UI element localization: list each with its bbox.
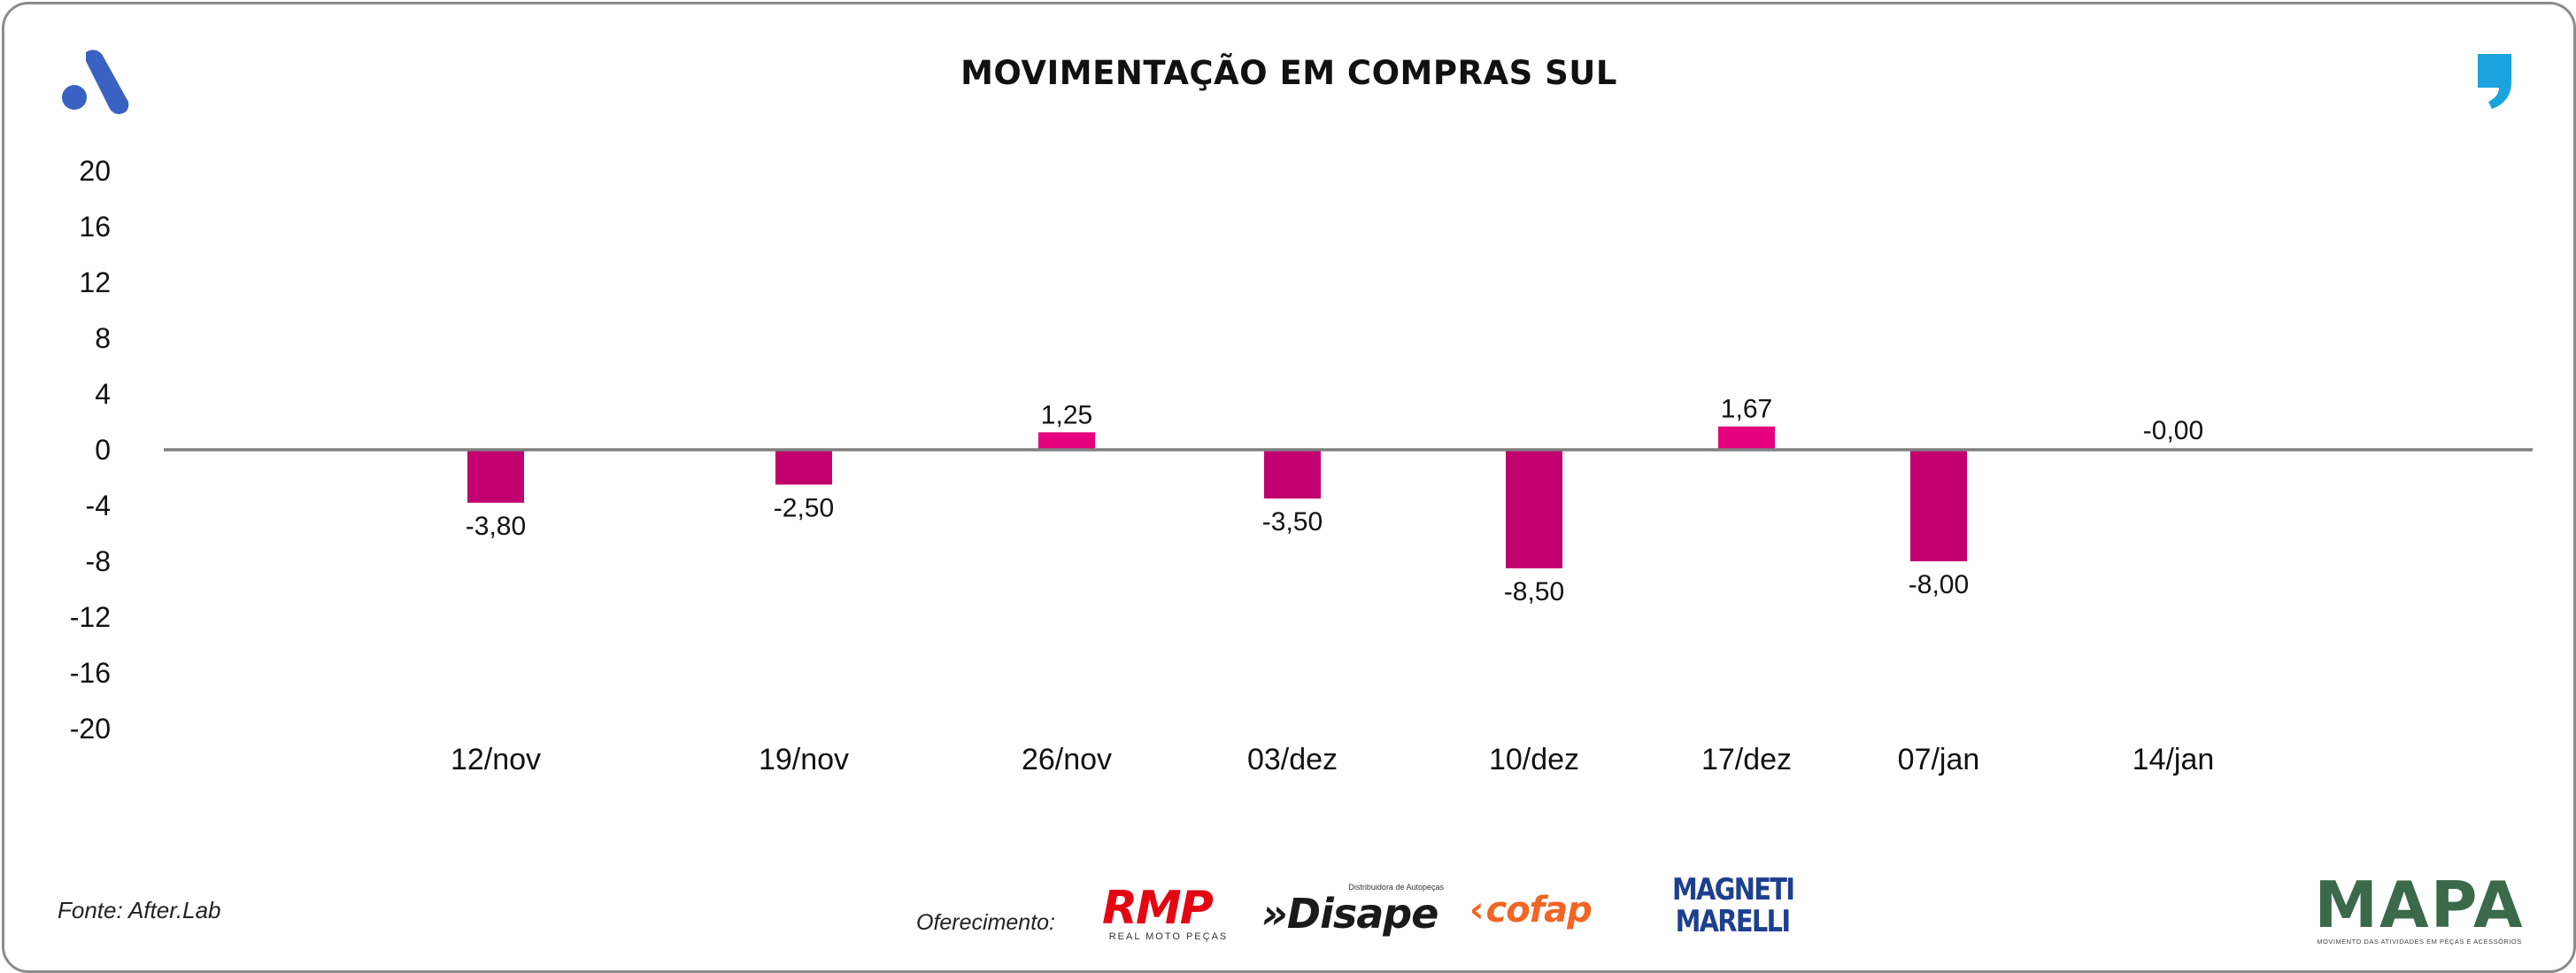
x-tick-label: 14/jan: [2133, 743, 2215, 776]
after-lab-logo-icon: [62, 50, 129, 114]
disape-logo: Distribuidora de Autopeças »Disape: [1261, 883, 1447, 936]
data-label: -0,00: [2143, 416, 2203, 445]
y-tick-label: 0: [95, 434, 111, 466]
x-tick-label: 17/dez: [1701, 743, 1792, 776]
bar: [1910, 450, 1967, 561]
data-label: 1,25: [1041, 400, 1092, 429]
mapa-logo-tagline: MOVIMENTO DAS ATIVIDADES EM PEÇAS E ACES…: [2317, 938, 2522, 946]
y-tick-label: 20: [79, 155, 111, 187]
data-label: -8,50: [1504, 577, 1564, 606]
x-tick-label: 07/jan: [1898, 743, 1980, 776]
y-tick-label: 8: [95, 322, 111, 354]
y-tick-label: 16: [79, 211, 111, 243]
mapa-logo-text: MAPA: [2314, 868, 2525, 942]
y-tick-label: -4: [86, 490, 111, 521]
data-label: 1,67: [1721, 395, 1772, 424]
rmp-logo-subtitle: REAL MOTO PEÇAS: [1108, 931, 1229, 942]
data-label: -2,50: [774, 493, 834, 522]
x-tick-label: 26/nov: [1022, 743, 1112, 776]
rmp-logo-text: RMP: [1102, 882, 1214, 935]
cofap-logo-text: cofap: [1485, 890, 1592, 931]
x-tick-label: 10/dez: [1489, 743, 1579, 776]
sponsor-label: Oferecimento:: [916, 910, 1056, 935]
disape-logo-text: »Disape: [1261, 890, 1438, 938]
data-label: -3,80: [466, 512, 526, 541]
y-tick-label: 12: [79, 266, 111, 298]
disape-logo-subtitle: Distribuidora de Autopeças: [1348, 883, 1444, 892]
source-note: Fonte: After.Lab: [58, 897, 221, 923]
y-tick-label: -8: [86, 545, 111, 577]
y-tick-label: -16: [70, 657, 111, 689]
cofap-logo: ‹ cofap: [1469, 890, 1647, 931]
y-tick-label: -20: [70, 713, 111, 745]
y-tick-label: 4: [95, 378, 111, 410]
bar: [775, 450, 832, 485]
y-tick-label: -12: [70, 601, 111, 633]
marelli-logo-text: MARELLI: [1675, 904, 1792, 939]
rmp-logo: RMP REAL MOTO PEÇAS: [1102, 885, 1235, 942]
magneti-marelli-logo: MAGNETI MARELLI: [1662, 874, 1803, 938]
data-label: -8,00: [1909, 570, 1969, 599]
bar: [1506, 450, 1562, 568]
cofap-chevron-icon: ‹: [1469, 890, 1485, 931]
x-tick-label: 12/nov: [451, 743, 541, 776]
bar: [1264, 450, 1321, 499]
bar: [1718, 426, 1775, 450]
data-label: -3,50: [1262, 507, 1323, 537]
x-tick-label: 03/dez: [1247, 743, 1338, 776]
bar-chart: 20 16 12 8 4 0 -4 -8 -12 -16 -20 -3,80 12/nov -2,50 19…: [70, 155, 2533, 776]
chart-title: MOVIMENTAÇÃO EM COMPRAS SUL: [960, 54, 1617, 92]
bar: [1038, 432, 1095, 450]
bar: [467, 450, 524, 503]
quote-mark-icon: [2478, 54, 2511, 109]
mapa-logo: MAPA MOVIMENTO DAS ATIVIDADES EM PEÇAS E…: [2313, 872, 2526, 946]
magneti-logo-text: MAGNETI: [1672, 872, 1795, 907]
x-tick-label: 19/nov: [759, 743, 849, 776]
